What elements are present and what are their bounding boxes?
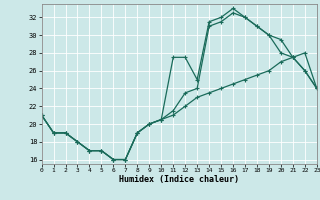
X-axis label: Humidex (Indice chaleur): Humidex (Indice chaleur) [119,175,239,184]
